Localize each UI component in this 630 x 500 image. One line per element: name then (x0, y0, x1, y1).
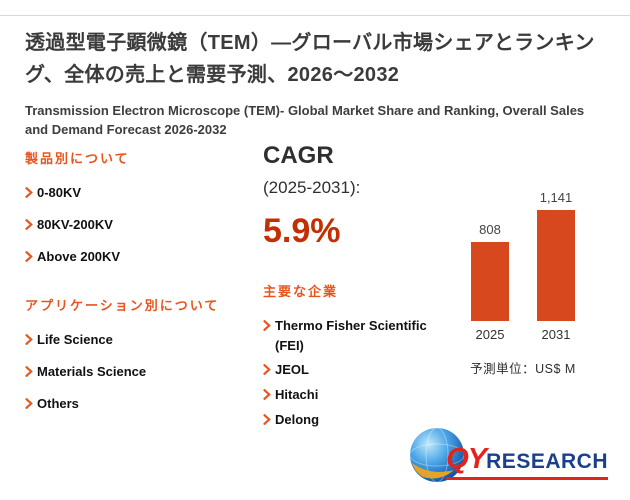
chevron-bullet-icon (25, 364, 37, 382)
forecast-unit-note: 予測単位：US$ M (470, 362, 576, 376)
bar-value-label: 1,141 (539, 190, 573, 205)
page-title: 透過型電子顕微鏡（TEM）—グローバル市場シェアとランキング、全体の売上と需要予… (25, 32, 595, 87)
list-item: Others (25, 394, 243, 414)
company-item-label: Delong (275, 412, 320, 427)
middle-column: CAGR (2025-2031): 5.9% 主要な企業 Thermo Fish… (263, 142, 441, 435)
logo-research-text: RESEARCH (486, 449, 608, 473)
cagr-period: (2025-2031): (263, 178, 361, 197)
application-item-label: Life Science (37, 332, 113, 347)
chevron-bullet-icon (25, 396, 37, 414)
chevron-bullet-icon (263, 362, 275, 380)
globe-icon (408, 426, 466, 484)
product-list: 0-80KV 80KV-200KV Above 200KV (25, 183, 243, 267)
bar-category-label: 2031 (541, 327, 571, 342)
top-rule (0, 15, 630, 16)
company-item-label: Hitachi (275, 387, 319, 402)
list-item: Above 200KV (25, 247, 243, 267)
company-list: Thermo Fisher Scientific (FEI) JEOL Hita… (263, 316, 441, 430)
products-heading: 製品別について (25, 151, 130, 166)
product-item-label: Above 200KV (37, 249, 121, 264)
left-column: 製品別について 0-80KV 80KV-200KV Above 200KV アプ… (25, 148, 243, 426)
list-item: Delong (263, 410, 441, 430)
bar-category-label: 2025 (475, 327, 505, 342)
cagr-value: 5.9% (263, 212, 341, 250)
list-item: Life Science (25, 330, 243, 350)
list-item: Thermo Fisher Scientific (FEI) (263, 316, 441, 355)
chevron-bullet-icon (25, 185, 37, 203)
bar-value-label: 808 (479, 222, 501, 237)
list-item: 0-80KV (25, 183, 243, 203)
chevron-bullet-icon (263, 387, 275, 405)
product-item-label: 80KV-200KV (37, 217, 113, 232)
list-item: Hitachi (263, 385, 441, 405)
list-item: 80KV-200KV (25, 215, 243, 235)
applications-heading: アプリケーション別について (25, 298, 220, 313)
application-item-label: Materials Science (37, 364, 147, 379)
chevron-bullet-icon (263, 318, 275, 336)
cagr-label: CAGR (263, 142, 334, 169)
logo-text: QYRESEARCH (446, 431, 608, 480)
chevron-bullet-icon (25, 249, 37, 267)
bar-group: 808 2025 (471, 222, 509, 342)
chevron-bullet-icon (263, 412, 275, 430)
qyresearch-logo: QYRESEARCH (408, 426, 608, 484)
company-item-label: Thermo Fisher Scientific (FEI) (275, 318, 427, 353)
application-item-label: Others (37, 396, 79, 411)
bar (537, 210, 575, 321)
product-item-label: 0-80KV (37, 185, 82, 200)
page-subtitle: Transmission Electron Microscope (TEM)- … (25, 103, 585, 137)
logo-underline (446, 476, 608, 480)
chevron-bullet-icon (25, 332, 37, 350)
logo-qy-text: QY (446, 442, 487, 475)
list-item: Materials Science (25, 362, 243, 382)
company-item-label: JEOL (275, 362, 309, 377)
chevron-bullet-icon (25, 217, 37, 235)
right-column: 808 2025 1,141 2031 予測単位：US$ M (443, 190, 603, 377)
list-item: JEOL (263, 360, 441, 380)
application-list: Life Science Materials Science Others (25, 330, 243, 414)
bar-group: 1,141 2031 (537, 190, 575, 342)
bar-chart: 808 2025 1,141 2031 (443, 190, 603, 342)
companies-heading: 主要な企業 (263, 284, 339, 299)
bar (471, 242, 509, 321)
